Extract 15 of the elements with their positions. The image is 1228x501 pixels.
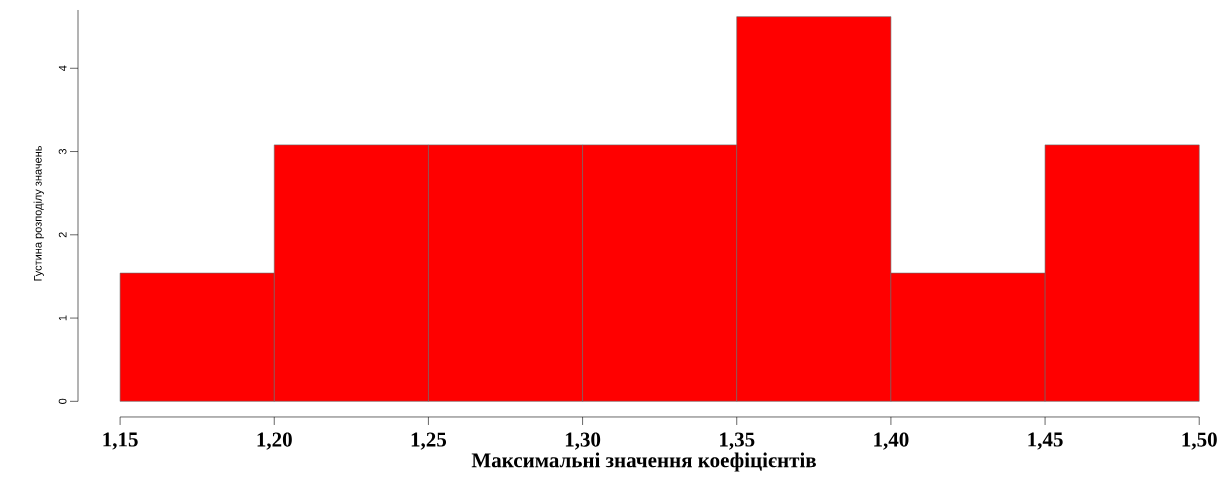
x-tick-label: 1,30 <box>565 432 601 450</box>
y-tick-label: 0 <box>58 398 67 404</box>
y-tick-label: 4 <box>58 65 67 72</box>
x-tick-label: 1,40 <box>874 432 909 450</box>
y-tick-label: 1 <box>58 315 67 321</box>
x-tick-label: 1,25 <box>411 432 447 450</box>
x-tick-label: 1,45 <box>1028 432 1063 450</box>
x-tick-label: 1,20 <box>257 432 292 450</box>
x-tick-label: 1,35 <box>720 432 755 450</box>
y-axis-title: Густина розподілу значень <box>33 145 44 281</box>
x-tick-label: 1,50 <box>1182 432 1217 450</box>
x-axis-title: Максимальні значення коефіцієнтів <box>471 452 816 472</box>
x-tick-label: 1,15 <box>103 432 138 450</box>
y-tick-label: 3 <box>58 148 67 155</box>
y-tick-label: 2 <box>58 232 67 238</box>
